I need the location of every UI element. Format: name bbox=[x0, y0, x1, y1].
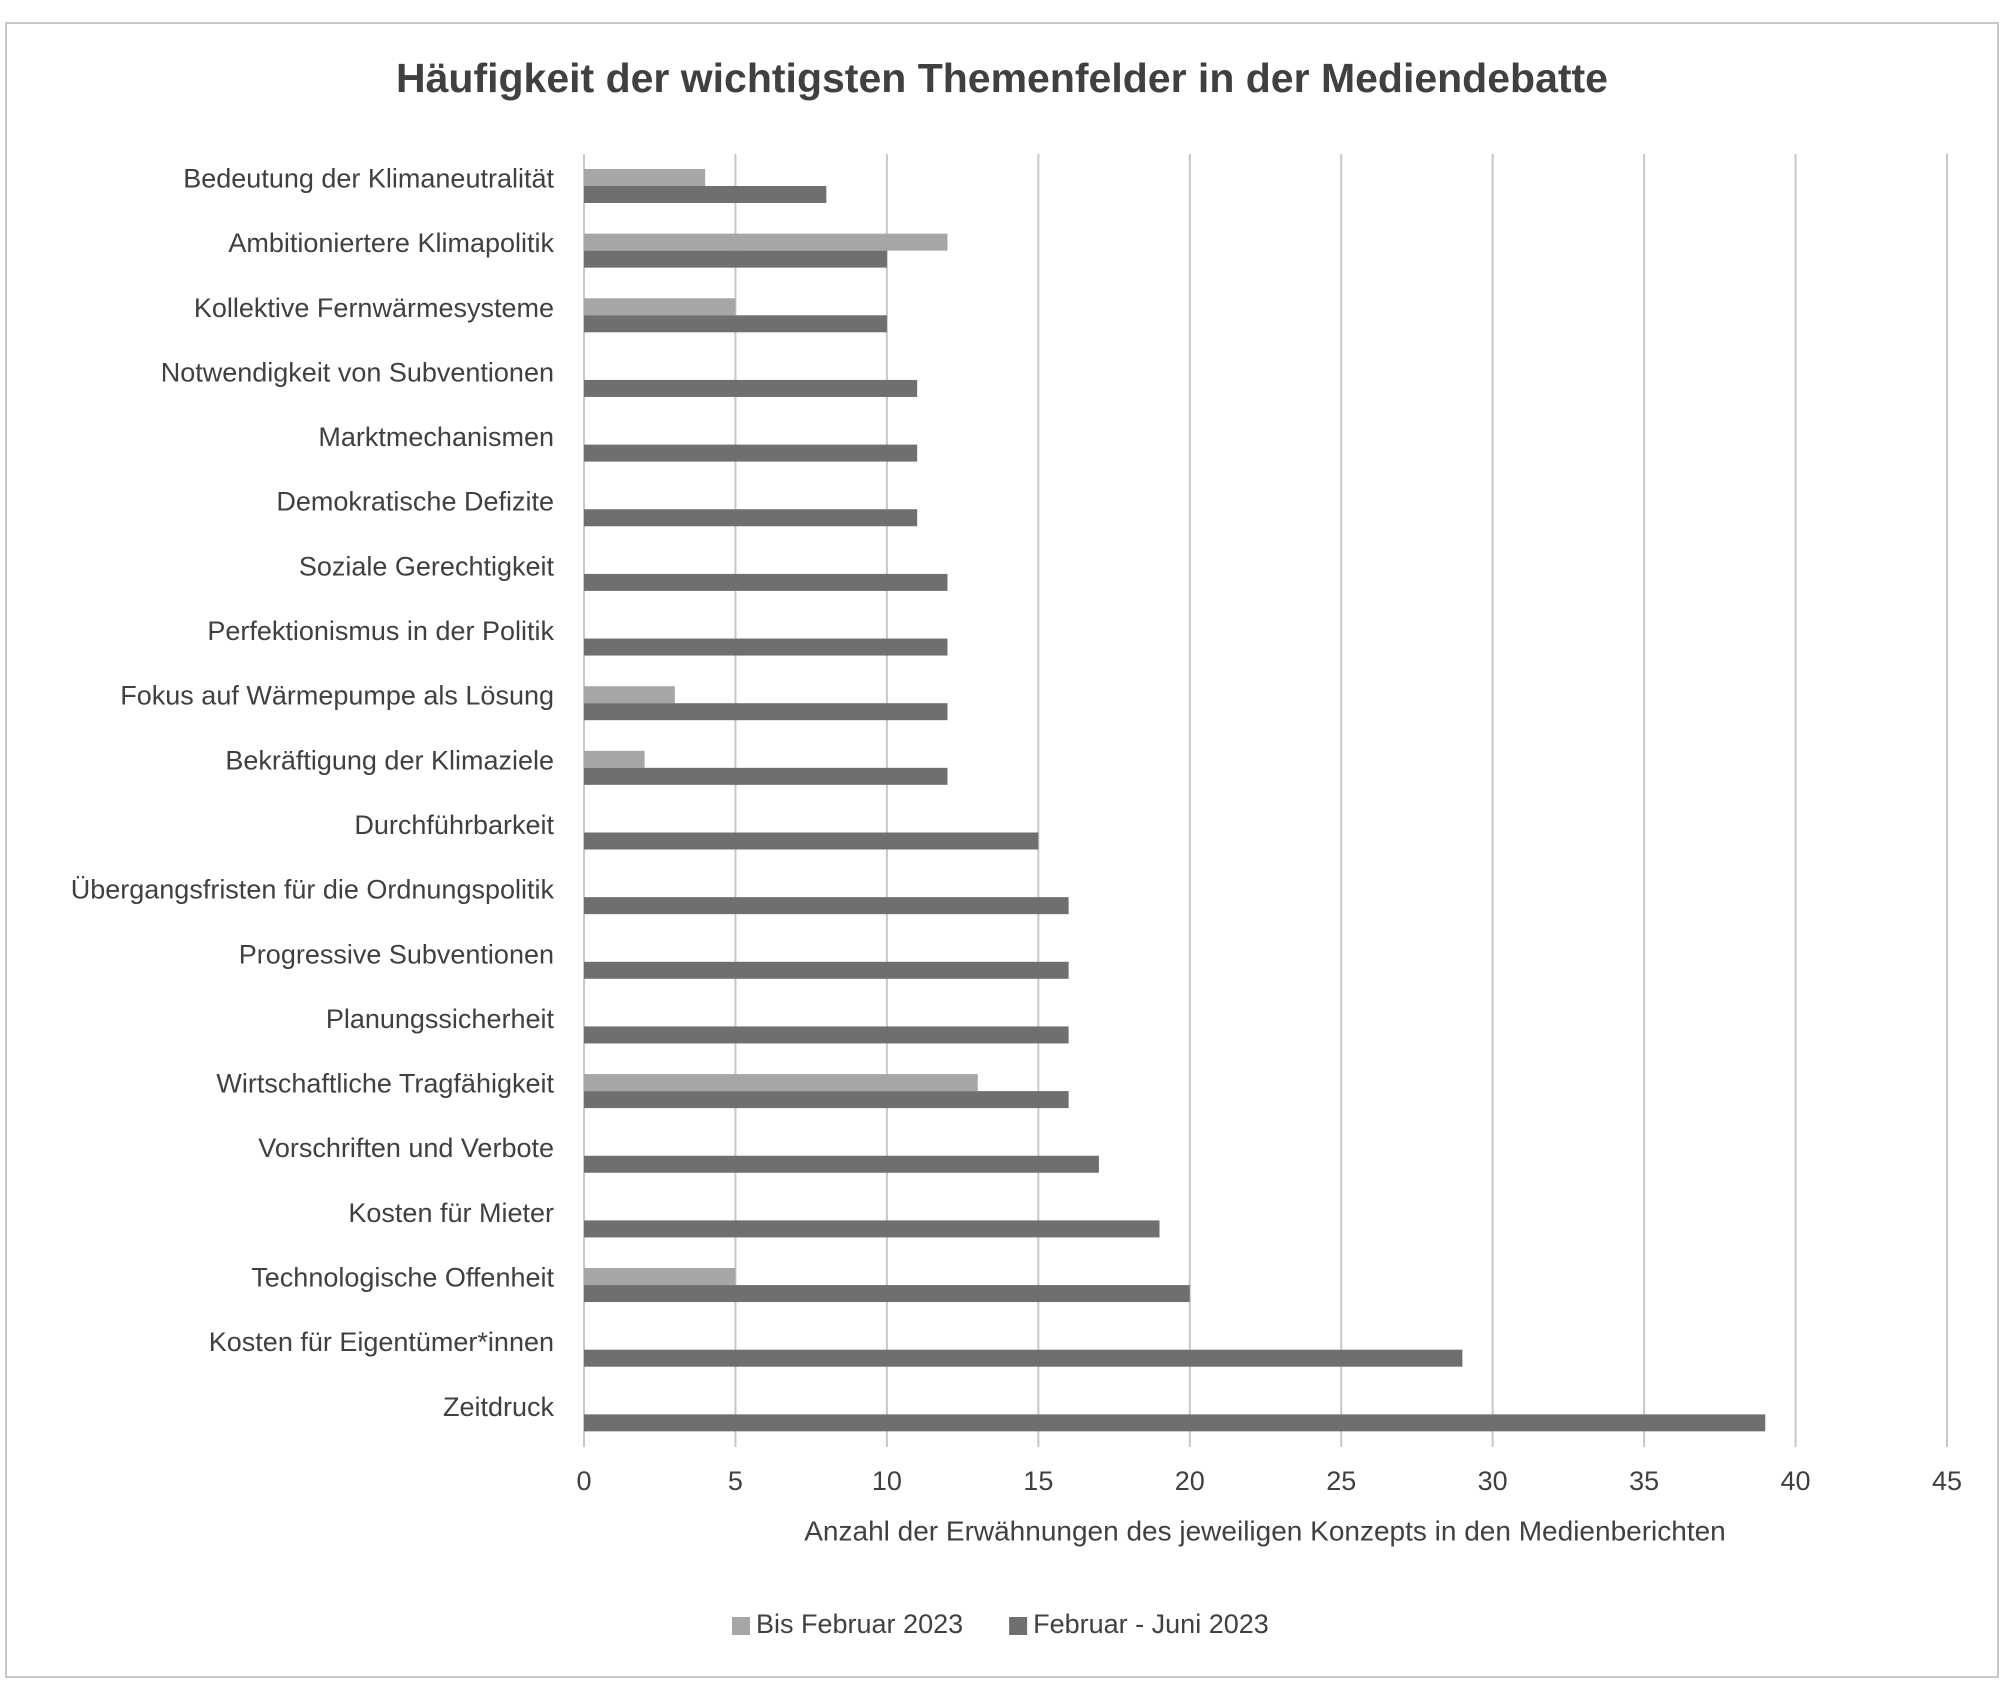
bar bbox=[584, 186, 827, 203]
y-tick-label: Wirtschaftliche Tragfähigkeit bbox=[216, 1069, 554, 1099]
y-tick-label: Bedeutung der Klimaneutralität bbox=[183, 163, 554, 193]
x-tick-label: 25 bbox=[1326, 1466, 1356, 1496]
bar bbox=[584, 832, 1039, 850]
bar bbox=[584, 573, 948, 591]
bar bbox=[584, 1268, 736, 1286]
bar bbox=[584, 1349, 1463, 1367]
bar bbox=[584, 703, 948, 721]
legend-swatch bbox=[1009, 1617, 1028, 1635]
bar bbox=[584, 750, 645, 768]
chart-border bbox=[5, 22, 1999, 1678]
bar bbox=[584, 1091, 1069, 1109]
x-tick-label: 40 bbox=[1781, 1466, 1811, 1496]
y-tick-label: Technologische Offenheit bbox=[251, 1263, 554, 1293]
bar bbox=[584, 379, 918, 397]
bar bbox=[584, 1026, 1069, 1044]
legend-swatch bbox=[732, 1617, 750, 1635]
y-tick-label: Durchführbarkeit bbox=[354, 810, 554, 840]
x-tick-label: 10 bbox=[872, 1466, 902, 1496]
y-tick-label: Bekräftigung der Klimaziele bbox=[225, 745, 554, 775]
y-tick-label: Demokratische Defizite bbox=[276, 487, 554, 517]
x-tick-label: 35 bbox=[1629, 1466, 1659, 1496]
x-axis-title: Anzahl der Erwähnungen des jeweiligen Ko… bbox=[804, 1515, 1726, 1546]
bar bbox=[584, 1155, 1099, 1173]
bar bbox=[584, 298, 736, 316]
bar bbox=[584, 233, 948, 251]
x-tick-label: 15 bbox=[1023, 1466, 1053, 1496]
bar bbox=[584, 961, 1069, 979]
chart-title: Häufigkeit der wichtigsten Themenfelder … bbox=[396, 55, 1608, 101]
bar bbox=[584, 638, 948, 656]
bar bbox=[584, 509, 918, 527]
bar bbox=[584, 250, 887, 268]
bar bbox=[584, 315, 887, 333]
bar bbox=[584, 169, 706, 186]
y-tick-label: Notwendigkeit von Subventionen bbox=[161, 357, 554, 387]
y-tick-label: Kosten für Eigentümer*innen bbox=[209, 1327, 554, 1357]
x-tick-label: 0 bbox=[576, 1466, 591, 1496]
y-tick-label: Übergangsfristen für die Ordnungspolitik bbox=[71, 875, 555, 905]
bar bbox=[584, 1220, 1160, 1238]
y-tick-label: Soziale Gerechtigkeit bbox=[299, 551, 555, 581]
legend-label: Februar - Juni 2023 bbox=[1033, 1609, 1269, 1639]
y-tick-label: Kollektive Fernwärmesysteme bbox=[194, 293, 554, 323]
y-tick-label: Ambitioniertere Klimapolitik bbox=[228, 228, 554, 258]
y-tick-label: Vorschriften und Verbote bbox=[258, 1133, 554, 1163]
bar bbox=[584, 1414, 1766, 1432]
bar bbox=[584, 767, 948, 785]
y-tick-label: Perfektionismus in der Politik bbox=[207, 616, 554, 646]
x-tick-label: 45 bbox=[1932, 1466, 1962, 1496]
bar bbox=[584, 1285, 1190, 1303]
bar bbox=[584, 686, 675, 704]
y-tick-label: Zeitdruck bbox=[443, 1392, 555, 1422]
y-tick-label: Fokus auf Wärmepumpe als Lösung bbox=[120, 681, 554, 711]
x-tick-label: 5 bbox=[728, 1466, 743, 1496]
bar bbox=[584, 444, 918, 462]
y-tick-label: Marktmechanismen bbox=[318, 422, 554, 452]
bar bbox=[584, 1074, 978, 1092]
y-tick-label: Planungssicherheit bbox=[326, 1004, 555, 1034]
x-tick-label: 20 bbox=[1175, 1466, 1205, 1496]
y-tick-label: Progressive Subventionen bbox=[239, 939, 554, 969]
legend-label: Bis Februar 2023 bbox=[756, 1609, 963, 1639]
y-tick-label: Kosten für Mieter bbox=[348, 1198, 554, 1228]
bar bbox=[584, 897, 1069, 915]
x-tick-label: 30 bbox=[1478, 1466, 1508, 1496]
